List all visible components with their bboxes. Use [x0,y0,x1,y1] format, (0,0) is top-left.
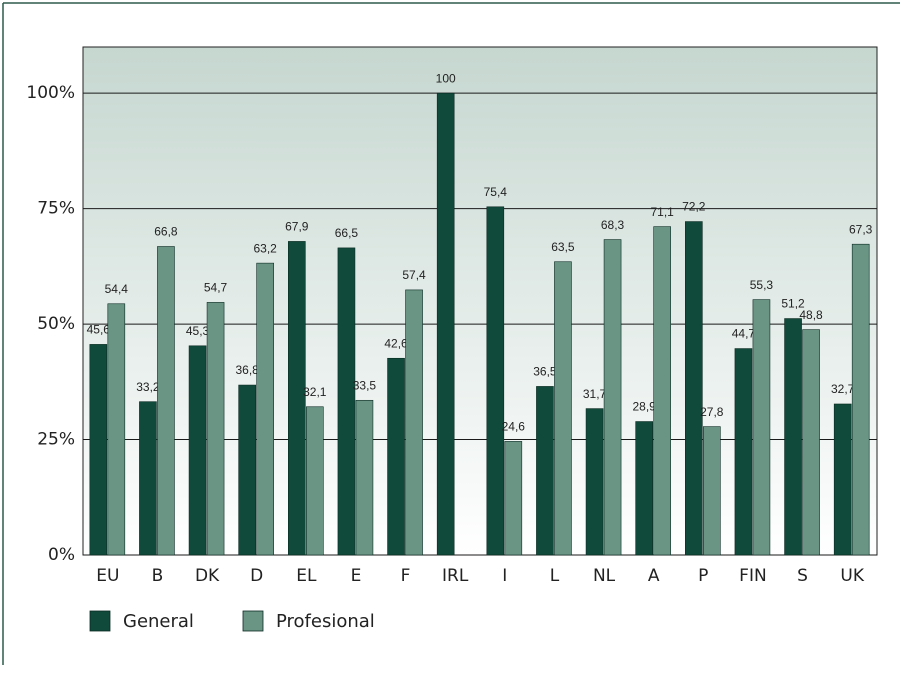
bar [703,426,721,556]
value-label: 32,1 [303,385,327,399]
bar [504,441,523,556]
y-tick-label: 0% [48,545,75,565]
value-label: 51,2 [781,297,805,311]
bar [206,302,225,556]
bar [851,243,870,556]
bar [554,261,572,556]
value-label: 31,7 [583,387,607,401]
bar [89,344,108,556]
value-label: 66,8 [154,225,178,239]
bar [603,239,622,556]
bar [288,241,306,556]
x-tick-label: D [250,566,263,586]
x-tick-label: L [550,566,560,586]
value-label: 67,9 [285,220,309,234]
legend-label: General [123,611,194,632]
x-tick-label: DK [195,566,220,586]
y-tick-label: 75% [37,199,75,219]
value-label: 36,5 [533,365,557,379]
value-label: 28,9 [633,400,657,414]
value-label: 44,7 [732,327,756,341]
value-label: 24,6 [502,420,526,434]
bar [833,403,852,556]
bar [784,318,802,556]
value-label: 45,6 [87,323,111,337]
y-tick-label: 100% [26,83,75,103]
value-label: 32,7 [831,382,855,396]
value-label: 54,4 [105,282,129,296]
bar [486,206,505,556]
x-tick-label: P [698,566,708,586]
value-label: 27,8 [700,405,724,419]
bar [653,226,671,556]
x-tick-label: E [351,566,362,586]
x-tick-label: NL [593,566,616,586]
x-tick-label: EU [96,566,119,586]
bar [238,384,256,556]
value-label: 45,3 [186,324,210,338]
bar [685,221,703,556]
bar [635,421,653,556]
value-label: 67,3 [849,222,873,236]
value-label: 63,5 [551,240,575,254]
value-label: 42,6 [384,336,408,350]
x-tick-label: UK [840,566,864,586]
bar [436,92,455,556]
bar [256,262,274,556]
value-label: 63,2 [254,241,278,255]
value-label: 66,5 [335,226,359,240]
bar [306,406,324,556]
legend-label: Profesional [276,611,375,632]
x-tick-label: F [401,566,411,586]
x-tick-label: I [502,566,507,586]
bar [188,345,207,556]
value-label: 68,3 [601,218,625,232]
x-tick-label: FIN [739,566,767,586]
legend-swatch [242,610,264,632]
y-tick-label: 25% [37,430,75,450]
x-tick-label: S [797,566,808,586]
bar [802,329,820,556]
bar [536,386,554,556]
value-label: 33,2 [136,380,160,394]
value-label: 57,4 [402,268,426,282]
value-label: 33,5 [353,378,377,392]
x-tick-label: EL [296,566,317,586]
y-tick-label: 50% [37,314,75,334]
bar [585,408,604,556]
bar [387,357,405,556]
value-label: 71,1 [651,205,675,219]
value-label: 100 [436,71,456,85]
bar [337,247,356,556]
bar [157,246,175,556]
x-tick-label: IRL [442,566,469,586]
value-label: 75,4 [484,185,508,199]
value-label: 54,7 [204,281,228,295]
bar [405,289,423,556]
x-tick-label: A [648,566,660,586]
bar [752,299,771,556]
value-label: 72,2 [682,200,706,214]
value-label: 48,8 [799,308,823,322]
bar [107,303,126,556]
bar [139,401,157,556]
value-label: 36,8 [236,363,260,377]
bar [734,348,753,556]
value-label: 55,3 [750,278,774,292]
legend-swatch [89,610,111,632]
bar [355,399,374,556]
x-tick-label: B [152,566,164,586]
